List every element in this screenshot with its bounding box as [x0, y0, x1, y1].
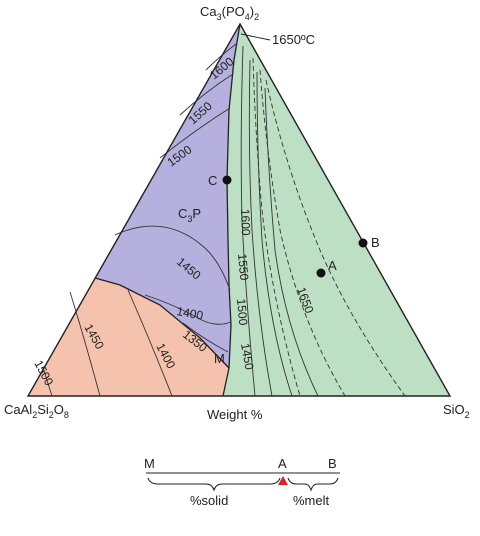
melt-label: %melt	[293, 493, 330, 508]
top-temperature-leader	[240, 33, 271, 41]
point-c-marker	[222, 175, 232, 185]
isotherms-anorthite	[43, 289, 173, 397]
melt-brace	[287, 477, 339, 492]
point-m-label: M	[214, 351, 225, 366]
solid-label: %solid	[190, 493, 228, 508]
point-c-label: C	[208, 173, 217, 188]
svg-text:1600: 1600	[238, 209, 253, 236]
apex-left-label: CaAl2Si2O8	[4, 402, 69, 420]
cotectic-boundaries	[94, 23, 241, 397]
isotherm-labels-silica: 1600 1550 1500 1450 1650	[234, 209, 317, 372]
isotherms-c3p	[114, 43, 237, 353]
point-a-marker	[316, 268, 326, 278]
fulcrum-triangle	[278, 476, 288, 485]
lever-label-a: A	[278, 456, 287, 471]
svg-text:1400: 1400	[175, 304, 204, 322]
c3p-phase-label: C3P	[178, 206, 201, 224]
silica-liquid-field	[223, 24, 450, 396]
point-a-label: A	[328, 258, 337, 273]
svg-text:1500: 1500	[234, 298, 250, 326]
lever-label-m: M	[144, 456, 155, 471]
lever-rule: M A B %solid %melt	[144, 456, 340, 508]
lever-label-b: B	[328, 456, 337, 471]
c3p-field	[95, 24, 240, 368]
svg-text:1550: 1550	[235, 253, 251, 281]
top-temperature-label: 1650ºC	[272, 32, 315, 47]
isotherms-silica-dashed	[252, 57, 406, 397]
isotherms-silica-solid	[240, 45, 319, 397]
apex-right-label: SiO2	[443, 402, 470, 420]
triangle-outline	[26, 22, 452, 397]
svg-text:1450: 1450	[238, 342, 256, 371]
point-b-label: B	[371, 235, 380, 250]
apex-top-label: Ca3(PO4)2	[200, 4, 259, 22]
solid-brace	[147, 477, 281, 492]
point-b-marker	[358, 238, 368, 248]
axis-caption: Weight %	[207, 407, 263, 422]
